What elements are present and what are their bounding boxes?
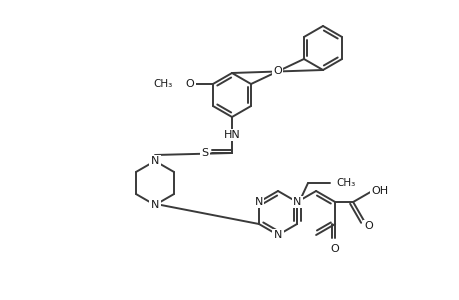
Text: CH₃: CH₃ bbox=[336, 178, 354, 188]
Text: N: N bbox=[151, 156, 159, 166]
Text: N: N bbox=[292, 197, 301, 207]
Text: O: O bbox=[330, 244, 339, 254]
Text: O: O bbox=[364, 221, 373, 231]
Text: O: O bbox=[185, 79, 194, 89]
Text: N: N bbox=[254, 197, 263, 207]
Text: O: O bbox=[273, 67, 281, 76]
Text: HN: HN bbox=[223, 130, 240, 140]
Text: N: N bbox=[273, 230, 281, 240]
Text: S: S bbox=[201, 148, 208, 158]
Text: N: N bbox=[151, 200, 159, 210]
Text: CH₃: CH₃ bbox=[153, 79, 173, 89]
Text: OH: OH bbox=[371, 186, 388, 196]
